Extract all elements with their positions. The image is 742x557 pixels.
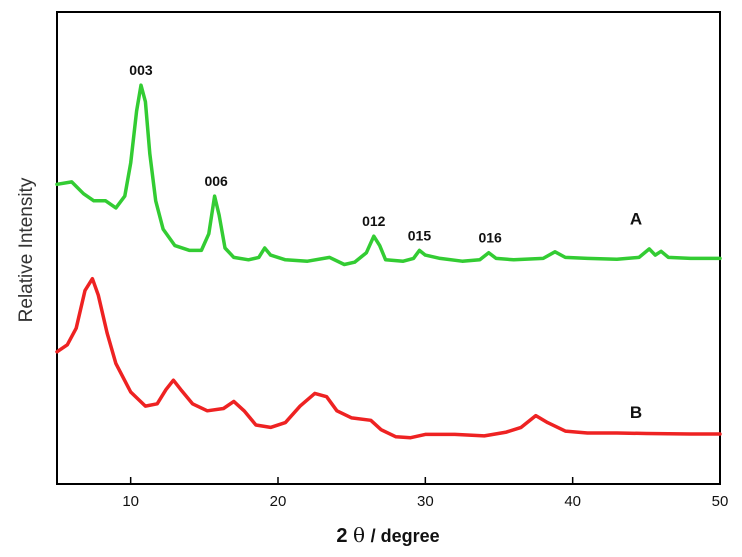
x-tick-label: 10 [122, 493, 139, 510]
x-tick-label: 30 [417, 493, 434, 510]
x-axis-title-value: 2 [336, 525, 347, 547]
peak-label: 006 [204, 173, 228, 189]
annotation-layer: 003 006 012 015 016 A B [129, 62, 642, 422]
series-layer [55, 83, 722, 440]
curve-label-b: B [630, 403, 642, 422]
x-tick-label: 40 [564, 493, 581, 510]
peak-label: 015 [408, 227, 432, 243]
peak-label: 016 [478, 230, 502, 246]
peak-label: 003 [129, 62, 153, 78]
curve-label-a: A [630, 209, 642, 228]
series-line-b [55, 276, 722, 440]
y-axis-title: Relative Intensity [16, 177, 37, 322]
plot-frame [56, 11, 721, 485]
series-line-a [55, 83, 722, 267]
x-axis-ticks: 10 20 30 40 50 [122, 477, 728, 510]
peak-label: 012 [362, 213, 386, 229]
x-tick-label: 50 [712, 493, 729, 510]
x-tick-label: 20 [270, 493, 287, 510]
x-axis-title: 2 θ / degree [336, 523, 439, 547]
x-axis-title-unit: / degree [371, 526, 440, 546]
x-axis-title-symbol: θ [353, 523, 365, 547]
